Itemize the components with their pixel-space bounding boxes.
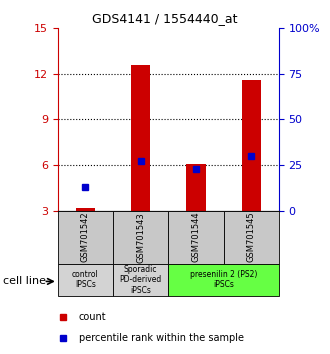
Text: control
IPSCs: control IPSCs xyxy=(72,270,99,289)
Bar xyxy=(131,65,150,211)
FancyBboxPatch shape xyxy=(58,264,113,296)
Bar xyxy=(186,164,206,211)
Text: count: count xyxy=(79,312,107,322)
Text: GSM701542: GSM701542 xyxy=(81,212,90,263)
Text: percentile rank within the sample: percentile rank within the sample xyxy=(79,332,244,343)
Text: GSM701545: GSM701545 xyxy=(247,212,256,263)
FancyBboxPatch shape xyxy=(113,211,168,264)
FancyBboxPatch shape xyxy=(113,264,168,296)
Text: GSM701543: GSM701543 xyxy=(136,212,145,263)
Text: presenilin 2 (PS2)
iPSCs: presenilin 2 (PS2) iPSCs xyxy=(190,270,257,289)
Text: GDS4141 / 1554440_at: GDS4141 / 1554440_at xyxy=(92,12,238,25)
Text: GSM701544: GSM701544 xyxy=(191,212,200,263)
FancyBboxPatch shape xyxy=(168,264,279,296)
Text: cell line: cell line xyxy=(3,276,46,286)
Text: Sporadic
PD-derived
iPSCs: Sporadic PD-derived iPSCs xyxy=(119,265,162,295)
FancyBboxPatch shape xyxy=(58,211,113,264)
FancyBboxPatch shape xyxy=(223,211,279,264)
FancyBboxPatch shape xyxy=(168,211,223,264)
Bar xyxy=(76,207,95,211)
Bar xyxy=(242,80,261,211)
